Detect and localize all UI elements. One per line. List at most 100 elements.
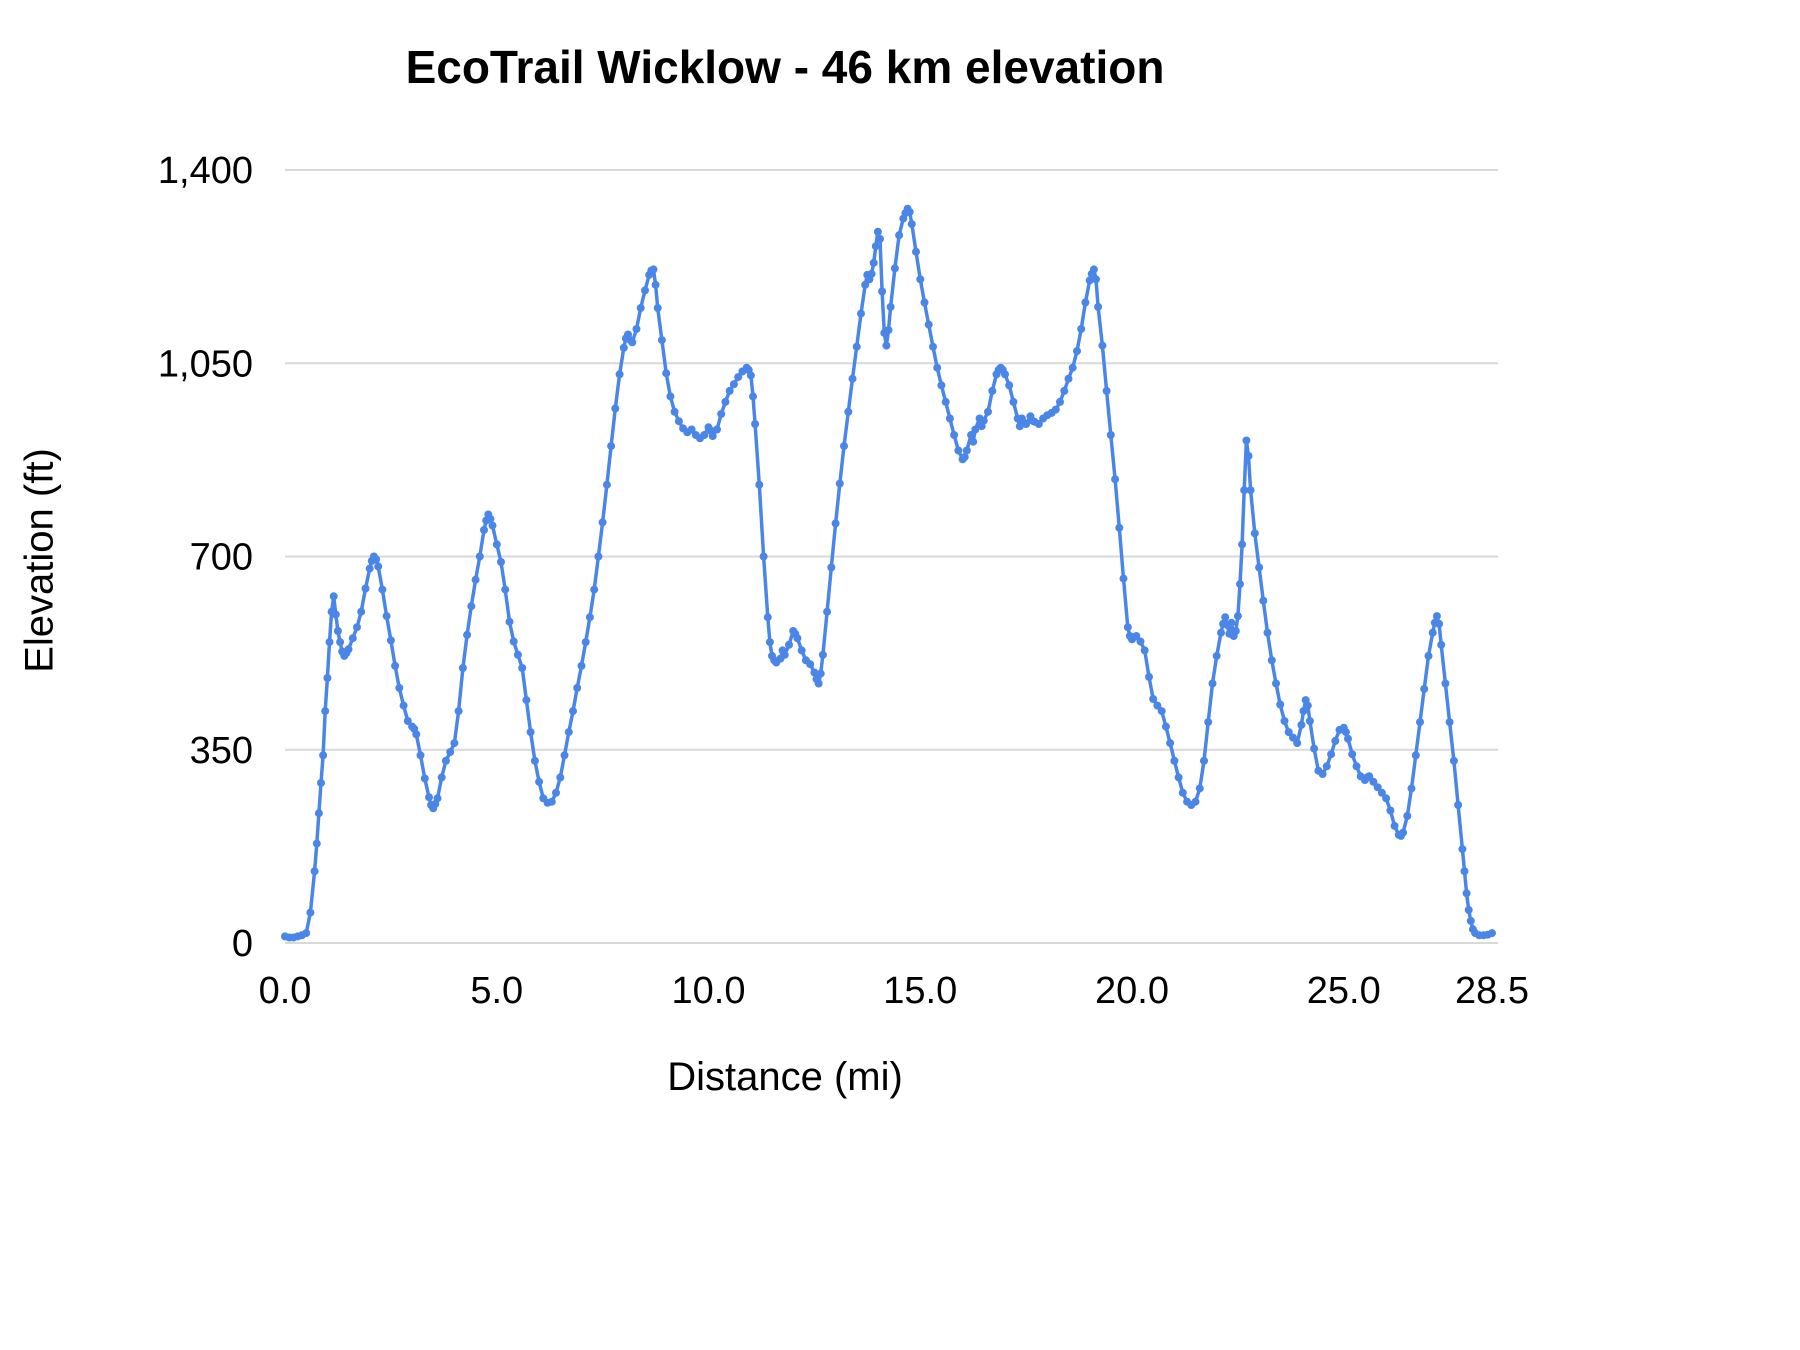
data-point-marker [425,793,433,802]
data-point-marker [1289,733,1297,742]
data-point-marker [1212,651,1221,660]
data-point-marker [480,526,488,534]
data-point-marker [348,634,357,643]
data-point-marker [374,562,383,571]
data-point-marker [1227,618,1236,627]
data-point-marker [333,627,342,635]
data-point-marker [1327,750,1336,759]
data-point-marker [412,730,421,739]
data-point-marker [492,540,501,549]
data-point-marker [886,302,895,311]
data-point-marker [317,778,325,787]
data-point-marker [1170,756,1179,765]
data-point-marker [1238,540,1247,549]
data-point-marker [564,728,573,737]
data-point-marker [1293,739,1302,748]
x-axis-label: Distance (mi) [667,1055,903,1099]
y-tick-label: 1,400 [158,150,253,192]
data-point-marker [1460,867,1469,876]
data-point-marker [556,773,565,782]
data-point-marker [336,638,345,647]
data-point-marker [1178,788,1187,797]
data-point-marker [1092,275,1100,284]
y-tick-label: 0 [232,923,253,965]
data-point-marker [463,630,472,639]
data-point-marker [573,683,582,692]
data-point-marker [513,650,522,659]
data-point-marker [1272,679,1280,688]
data-point-marker [454,707,463,716]
data-point-marker [1068,363,1077,372]
data-point-marker [1462,889,1471,898]
data-point-marker [530,756,539,765]
data-point-marker [1106,431,1115,439]
data-point-marker [653,304,662,312]
data-point-marker [857,309,865,318]
data-point-marker [353,623,361,632]
data-point-marker [641,286,649,295]
data-point-marker [1119,574,1128,583]
data-point-marker [1136,637,1145,646]
data-point-marker [708,432,717,441]
data-point-marker [1297,720,1306,729]
data-point-marker [1200,756,1208,765]
data-point-marker [1051,405,1060,414]
data-point-marker [1458,845,1467,854]
data-point-marker [662,369,671,378]
data-point-marker [823,607,832,616]
data-point-marker [729,380,738,389]
data-point-marker [1191,797,1200,806]
data-point-marker [378,585,387,594]
data-point-marker [1299,707,1308,716]
data-point-marker [844,407,853,416]
data-point-marker [1145,672,1153,681]
data-point-marker [835,479,844,488]
data-point-marker [1060,386,1069,395]
data-point-marker [1284,728,1293,737]
data-point-marker [1064,374,1073,383]
data-point-marker [1348,750,1357,759]
data-point-marker [611,404,620,413]
data-point-marker [746,371,755,380]
data-point-marker [321,707,330,716]
data-point-marker [302,929,311,938]
data-point-marker [971,425,980,434]
data-point-marker [1034,420,1043,428]
data-point-marker [1250,529,1259,538]
data-point-marker [765,638,774,647]
data-point-marker [594,552,603,561]
data-point-marker [1488,929,1496,938]
data-point-marker [446,748,455,756]
data-point-marker [372,555,381,564]
data-point-marker [1149,695,1158,703]
data-point-marker [585,613,594,622]
data-point-marker [1005,381,1014,390]
elevation-line [283,206,1494,940]
data-point-marker [1161,722,1170,731]
data-point-marker [1195,784,1204,793]
data-point-marker [365,564,374,573]
data-point-marker [632,325,641,333]
data-point-marker [357,607,366,616]
data-point-marker [984,407,992,416]
data-point-marker [666,392,675,401]
data-point-marker [1098,341,1107,350]
data-point-marker [403,717,412,725]
data-point-marker [441,756,450,765]
data-point-marker [581,638,590,647]
data-point-marker [1390,821,1399,830]
data-point-marker [1174,773,1183,782]
data-point-marker [1089,265,1098,274]
data-point-marker [497,558,505,566]
data-point-marker [306,908,315,917]
data-point-marker [988,386,997,395]
data-point-marker [518,664,527,672]
data-point-marker [535,777,544,786]
data-point-marker [1341,728,1350,737]
data-point-marker [831,519,840,528]
data-point-marker [488,521,497,530]
data-point-marker [636,304,645,312]
data-point-marker [1073,347,1081,356]
data-point-marker [713,425,721,434]
